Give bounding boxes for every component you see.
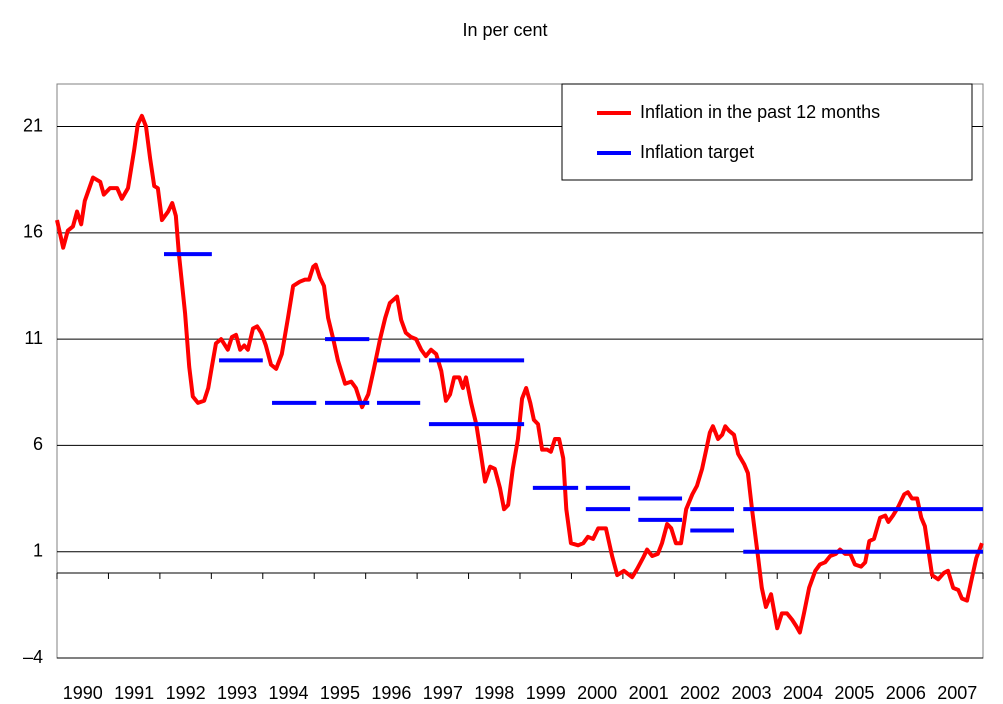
x-tick-label: 2003 xyxy=(731,683,771,703)
legend-label: Inflation target xyxy=(640,142,754,162)
x-tick-label: 2006 xyxy=(886,683,926,703)
y-tick-label: 6 xyxy=(33,434,43,454)
x-tick-label: 1992 xyxy=(166,683,206,703)
x-tick-label: 2007 xyxy=(937,683,977,703)
y-tick-label: 1 xyxy=(33,540,43,560)
inflation-line xyxy=(55,113,984,635)
x-tick-label: 1994 xyxy=(268,683,308,703)
x-tick-label: 2000 xyxy=(577,683,617,703)
x-tick-label: 1996 xyxy=(371,683,411,703)
x-tick-label: 2001 xyxy=(629,683,669,703)
legend-box xyxy=(561,83,973,181)
x-tick-label: 2002 xyxy=(680,683,720,703)
y-tick-label: 11 xyxy=(24,328,43,348)
y-tick-label: 21 xyxy=(23,115,43,135)
x-tick-label: 1995 xyxy=(320,683,360,703)
x-tick-label: 1999 xyxy=(526,683,566,703)
x-tick-label: 1990 xyxy=(63,683,103,703)
x-tick-label: 1991 xyxy=(114,683,154,703)
x-tick-label: 2005 xyxy=(834,683,874,703)
chart-title: In per cent xyxy=(462,20,547,40)
y-tick-label: –4 xyxy=(23,647,43,667)
y-tick-label: 16 xyxy=(23,222,43,242)
x-tick-label: 1997 xyxy=(423,683,463,703)
x-tick-label: 2004 xyxy=(783,683,823,703)
x-tick-label: 1993 xyxy=(217,683,257,703)
x-tick-label: 1998 xyxy=(474,683,514,703)
legend-label: Inflation in the past 12 months xyxy=(640,102,880,122)
